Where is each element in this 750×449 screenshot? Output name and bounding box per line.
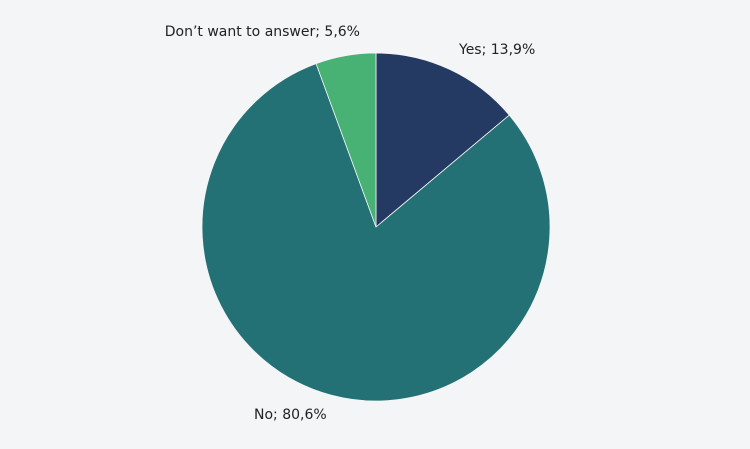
pie-slice [201,63,551,402]
pie-slice [375,52,510,228]
slice-label: Don’t want to answer; 5,6% [165,24,360,40]
pie-slice [315,52,377,228]
slice-label: No; 80,6% [254,407,327,423]
slice-label: Yes; 13,9% [458,42,535,58]
